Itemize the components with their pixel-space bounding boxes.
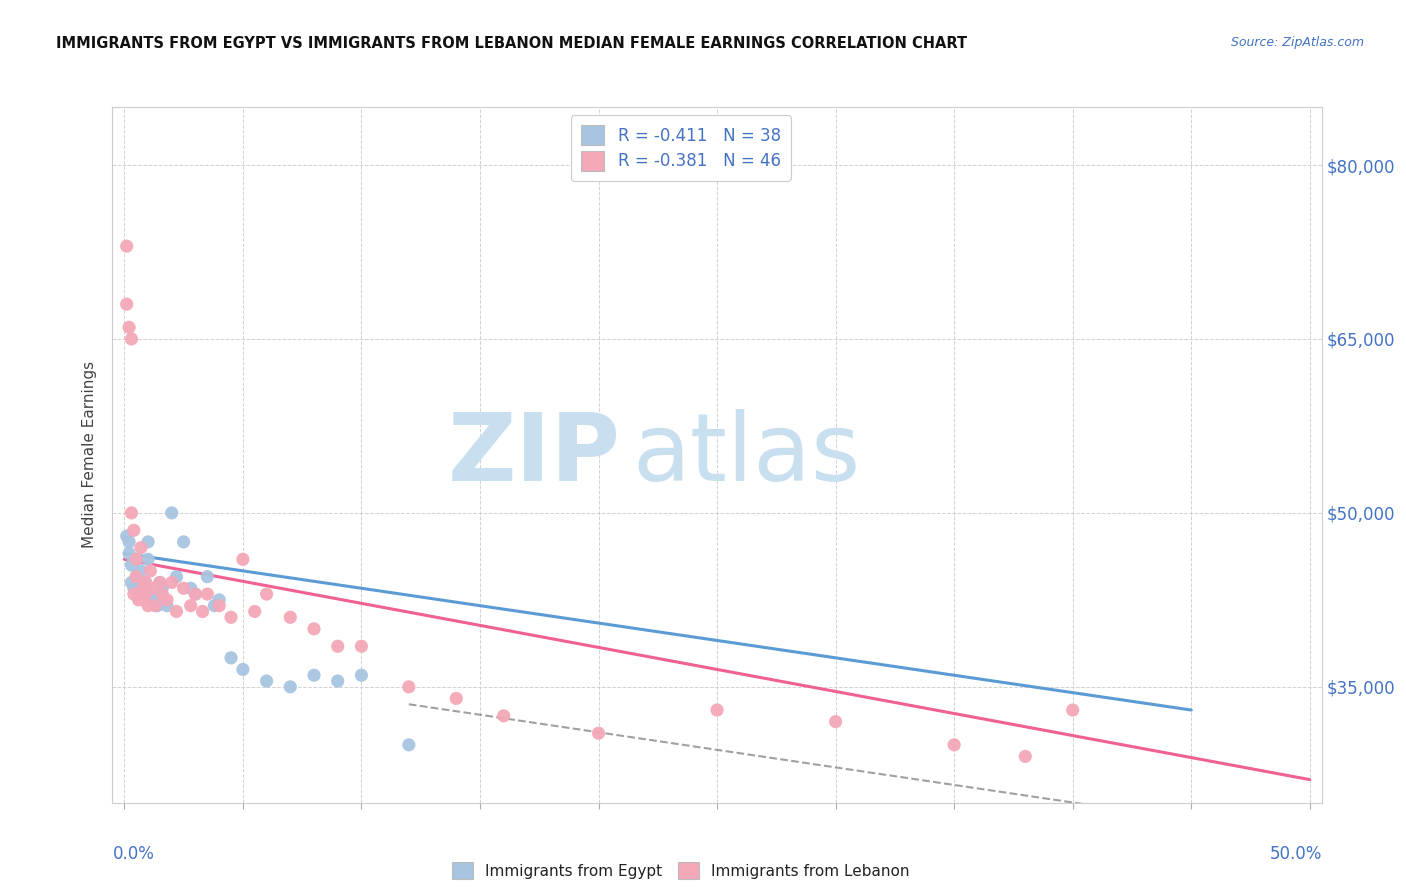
Point: [150, 587, 173, 601]
Legend: Immigrants from Egypt, Immigrants from Lebanon: Immigrants from Egypt, Immigrants from L…: [446, 855, 915, 886]
Point: [135, 575, 157, 590]
Point: [1062, 703, 1084, 717]
Point: [180, 582, 202, 596]
Point: [588, 726, 610, 740]
Point: [136, 552, 159, 566]
Point: [135, 575, 157, 590]
Point: [156, 592, 179, 607]
Text: IMMIGRANTS FROM EGYPT VS IMMIGRANTS FROM LEBANON MEDIAN FEMALE EARNINGS CORRELAT: IMMIGRANTS FROM EGYPT VS IMMIGRANTS FROM…: [56, 36, 967, 51]
Point: [219, 610, 242, 624]
Point: [256, 674, 278, 689]
Point: [118, 534, 141, 549]
Point: [160, 506, 183, 520]
Point: [156, 599, 179, 613]
Point: [166, 570, 188, 584]
Y-axis label: Median Female Earnings: Median Female Earnings: [82, 361, 97, 549]
Point: [302, 622, 325, 636]
Point: [150, 582, 173, 596]
Point: [243, 605, 266, 619]
Point: [143, 599, 166, 613]
Point: [191, 605, 214, 619]
Text: Source: ZipAtlas.com: Source: ZipAtlas.com: [1230, 36, 1364, 49]
Point: [118, 546, 141, 561]
Text: atlas: atlas: [633, 409, 860, 501]
Point: [120, 558, 142, 573]
Point: [195, 570, 218, 584]
Point: [120, 575, 142, 590]
Point: [208, 592, 231, 607]
Point: [180, 599, 202, 613]
Point: [302, 668, 325, 682]
Point: [136, 534, 159, 549]
Point: [115, 297, 138, 311]
Point: [398, 738, 420, 752]
Point: [350, 668, 373, 682]
Point: [122, 523, 145, 537]
Point: [139, 564, 162, 578]
Point: [1014, 749, 1036, 764]
Point: [160, 575, 183, 590]
Point: [219, 651, 242, 665]
Point: [173, 582, 195, 596]
Point: [232, 662, 254, 677]
Point: [122, 582, 145, 596]
Point: [132, 582, 155, 596]
Point: [195, 587, 218, 601]
Point: [122, 587, 145, 601]
Point: [120, 332, 142, 346]
Text: ZIP: ZIP: [447, 409, 620, 501]
Point: [135, 587, 157, 601]
Point: [125, 570, 148, 584]
Point: [129, 564, 152, 578]
Point: [125, 552, 148, 566]
Point: [120, 506, 142, 520]
Point: [132, 582, 155, 596]
Point: [146, 599, 169, 613]
Point: [824, 714, 846, 729]
Point: [350, 639, 373, 653]
Point: [142, 582, 165, 596]
Point: [232, 552, 254, 566]
Point: [142, 592, 165, 607]
Point: [943, 738, 966, 752]
Point: [125, 570, 148, 584]
Point: [129, 541, 152, 555]
Point: [278, 610, 301, 624]
Point: [129, 575, 152, 590]
Point: [128, 592, 150, 607]
Point: [492, 708, 515, 723]
Point: [149, 575, 172, 590]
Point: [173, 534, 195, 549]
Point: [166, 605, 188, 619]
Point: [118, 320, 141, 334]
Text: 0.0%: 0.0%: [112, 845, 155, 863]
Point: [278, 680, 301, 694]
Text: 50.0%: 50.0%: [1270, 845, 1322, 863]
Point: [398, 680, 420, 694]
Point: [139, 587, 162, 601]
Point: [143, 587, 166, 601]
Point: [326, 639, 349, 653]
Point: [184, 587, 207, 601]
Point: [706, 703, 728, 717]
Point: [184, 587, 207, 601]
Point: [125, 552, 148, 566]
Point: [128, 587, 150, 601]
Point: [208, 599, 231, 613]
Point: [446, 691, 468, 706]
Point: [136, 599, 159, 613]
Point: [115, 239, 138, 253]
Point: [326, 674, 349, 689]
Point: [256, 587, 278, 601]
Point: [204, 599, 226, 613]
Point: [149, 575, 172, 590]
Point: [115, 529, 138, 543]
